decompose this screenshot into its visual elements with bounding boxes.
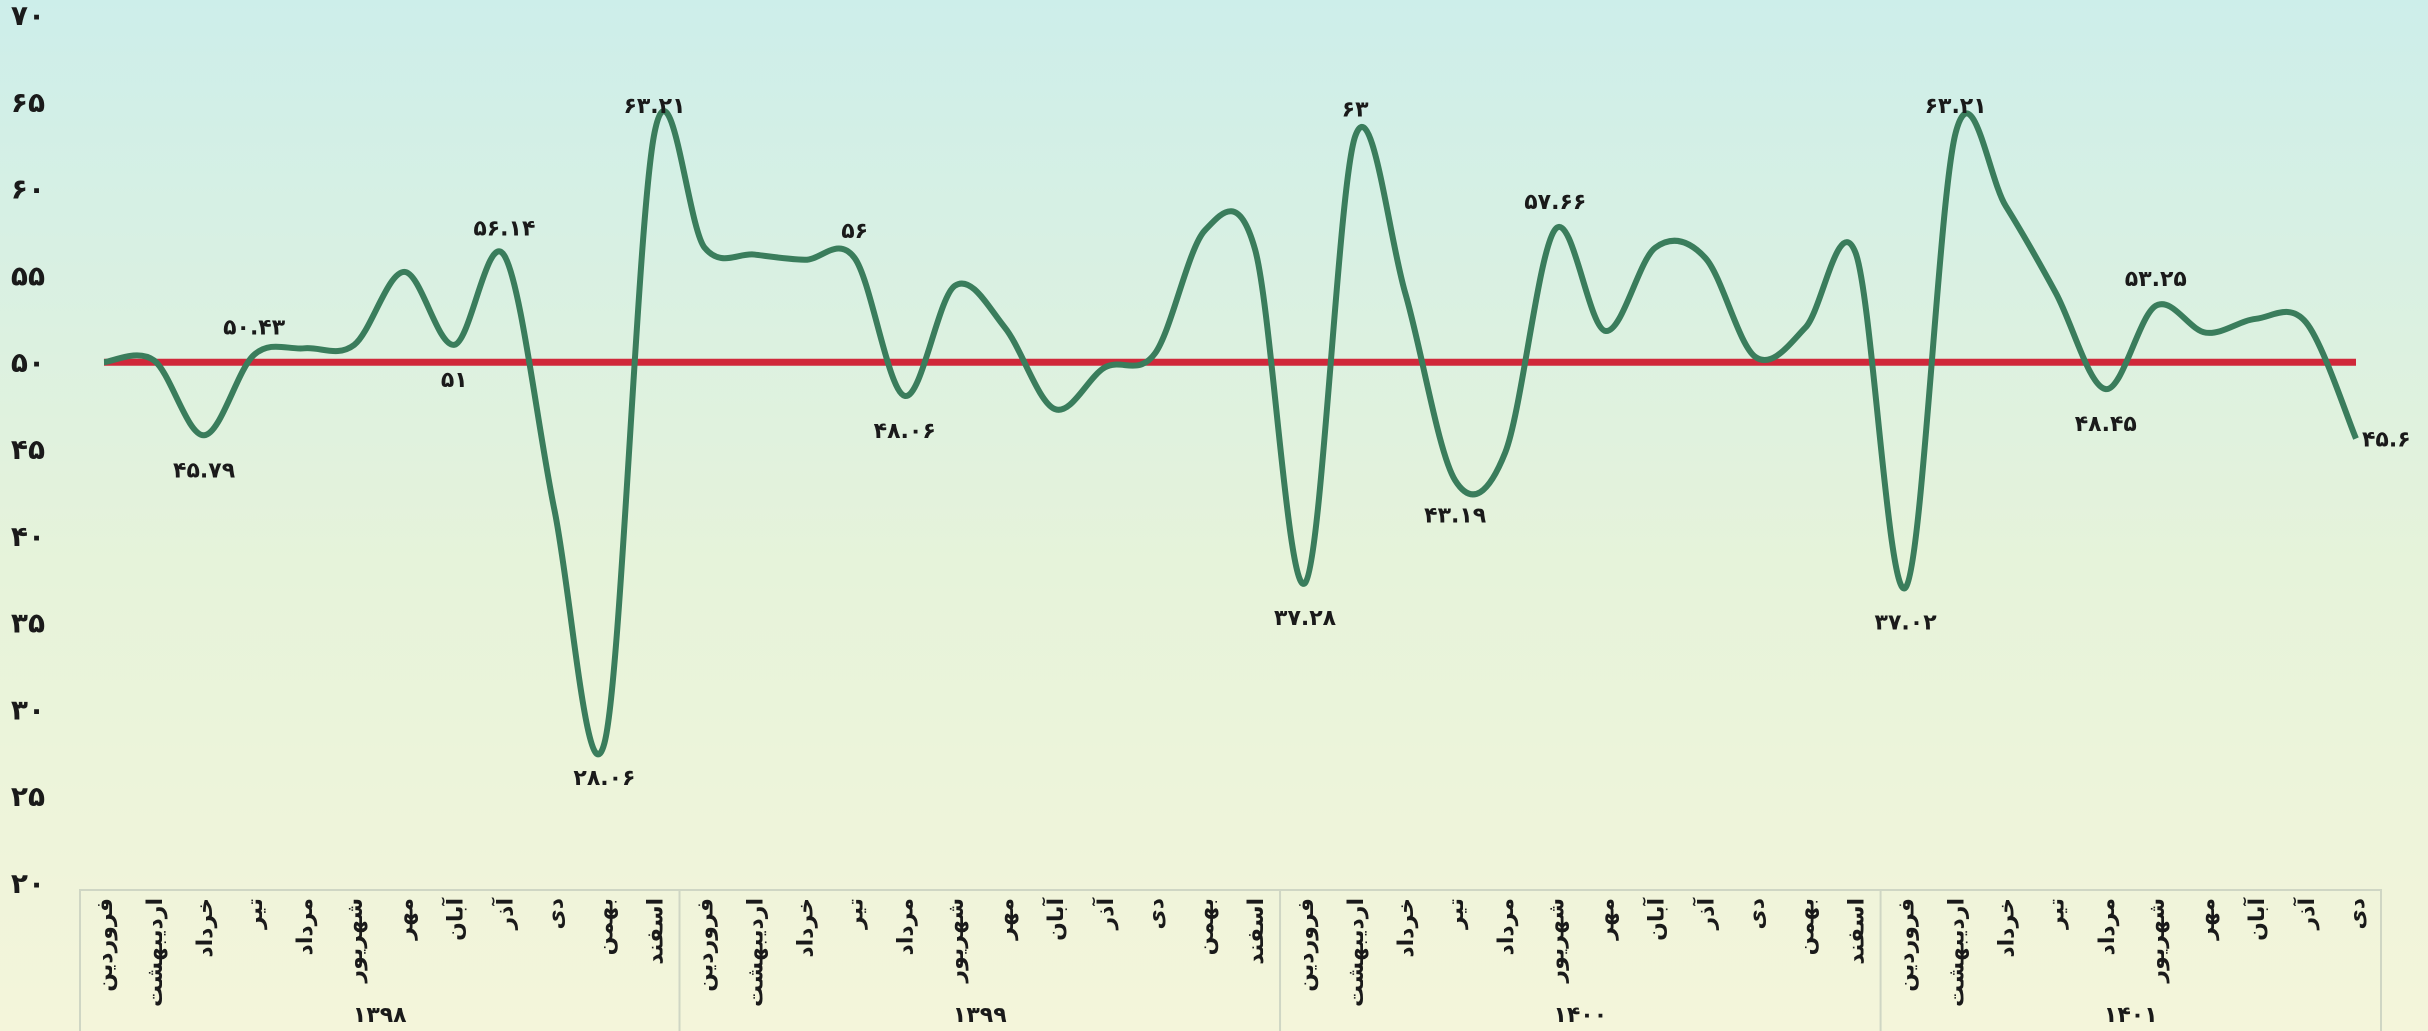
x-tick-label: اردیبهشت [143, 898, 168, 1007]
x-tick-label: خرداد [794, 898, 819, 958]
x-tick-label: فروردین [1895, 898, 1920, 992]
x-tick-label: فروردین [694, 898, 719, 992]
y-tick-label: ۳۵ [11, 607, 45, 640]
data-label: ۴۳.۱۹ [1424, 503, 1486, 528]
x-tick-label: بهمن [593, 898, 618, 955]
data-label: ۵۶.۱۴ [473, 217, 535, 242]
x-tick-label: آذر [1091, 898, 1119, 931]
data-label: ۵۶ [841, 219, 868, 244]
x-tick-label: دی [1744, 898, 1769, 929]
x-tick-label: تیر [243, 898, 268, 930]
x-tick-label: فروردین [93, 898, 118, 992]
data-label: ۶۳.۲۱ [1925, 94, 1987, 119]
group-label: ۱۴۰۰ [1553, 1003, 1607, 1028]
x-tick-label: مرداد [293, 898, 318, 955]
x-tick-label: آذر [490, 898, 518, 931]
y-tick-label: ۴۰ [11, 520, 45, 553]
x-tick-label: اردیبهشت [744, 898, 769, 1007]
x-tick-label: بهمن [1194, 898, 1219, 955]
x-tick-label: اسفند [1244, 898, 1269, 965]
x-tick-label: شهریور [944, 898, 969, 984]
x-tick-label: شهریور [1544, 898, 1569, 984]
x-tick-label: دی [1144, 898, 1169, 929]
group-label: ۱۴۰۱ [2104, 1003, 2158, 1028]
x-tick-label: تیر [1444, 898, 1469, 930]
x-tick-label: مهر [2195, 898, 2220, 941]
data-label: ۴۵.۷۹ [173, 458, 235, 483]
y-tick-label: ۵۵ [11, 259, 45, 292]
x-tick-label: تیر [2045, 898, 2070, 930]
x-tick-label: آذر [1691, 898, 1719, 931]
x-tick-label: اردیبهشت [1344, 898, 1369, 1007]
group-label: ۱۳۹۹ [953, 1003, 1007, 1028]
y-tick-label: ۵۰ [11, 346, 45, 379]
x-tick-label: آبان [440, 898, 468, 941]
x-tick-label: شهریور [343, 898, 368, 984]
x-tick-label: آذر [2292, 898, 2320, 931]
data-label: ۴۸.۴۵ [2075, 412, 2137, 437]
y-tick-label: ۶۰ [11, 173, 45, 206]
x-tick-label: دی [2345, 898, 2370, 929]
x-tick-label: اسفند [643, 898, 668, 965]
data-line [103, 108, 2359, 758]
y-tick-label: ۷۰ [11, 0, 45, 32]
x-tick-label: شهریور [2145, 898, 2170, 984]
data-label: ۲۸.۰۶ [573, 766, 635, 791]
x-tick-label: اسفند [1845, 898, 1870, 965]
x-tick-label: خرداد [193, 898, 218, 958]
x-tick-label: مرداد [1494, 898, 1519, 955]
x-tick-label: مرداد [2095, 898, 2120, 955]
group-label: ۱۳۹۸ [353, 1003, 407, 1028]
data-label: ۳۷.۲۸ [1274, 606, 1337, 631]
x-tick-label: مرداد [894, 898, 919, 955]
x-tick-label: آبان [2242, 898, 2270, 941]
y-tick-label: ۲۰ [11, 867, 45, 900]
category-axis-box [79, 889, 2382, 1031]
x-tick-label: مهر [1594, 898, 1619, 941]
x-tick-label: آبان [1641, 898, 1669, 941]
x-tick-label: خرداد [1394, 898, 1419, 958]
x-tick-label: آبان [1041, 898, 1069, 941]
data-label: ۵۰.۴۳ [223, 316, 286, 341]
x-tick-label: خرداد [1995, 898, 2020, 958]
data-label: ۶۳.۲۱ [623, 94, 685, 119]
x-tick-label: بهمن [1795, 898, 1820, 955]
x-tick-label: مهر [393, 898, 418, 941]
x-tick-label: اردیبهشت [1945, 898, 1970, 1007]
data-label: ۵۳.۲۵ [2125, 267, 2187, 292]
data-label: ۴۵.۶ [2362, 428, 2411, 453]
y-tick-label: ۴۵ [11, 433, 45, 466]
x-tick-label: مهر [994, 898, 1019, 941]
y-tick-label: ۳۰ [11, 693, 45, 726]
data-label: ۶۳ [1342, 98, 1369, 123]
data-label: ۳۷.۰۲ [1875, 611, 1938, 636]
x-tick-label: تیر [844, 898, 869, 930]
x-tick-label: فروردین [1294, 898, 1319, 992]
data-label: ۵۷.۶۶ [1524, 190, 1586, 215]
data-label: ۴۸.۰۶ [874, 419, 936, 444]
y-tick-label: ۶۵ [11, 86, 45, 119]
data-label: ۵۱ [441, 368, 468, 393]
x-tick-label: دی [543, 898, 568, 929]
y-tick-label: ۲۵ [11, 780, 45, 813]
